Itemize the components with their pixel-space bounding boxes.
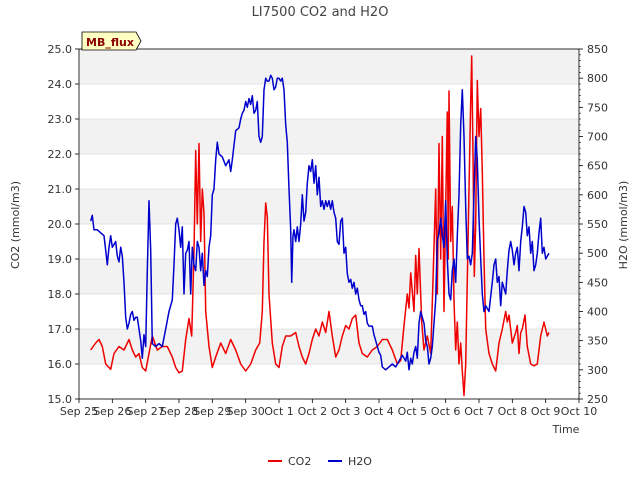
x-tick-label: Sep 30	[227, 405, 265, 418]
background-band	[79, 119, 579, 154]
series-line-co2	[90, 55, 550, 397]
right-tick-label: 800	[587, 72, 608, 85]
legend: CO2 H2O	[268, 455, 372, 468]
badge-label: MB_flux	[86, 36, 134, 49]
right-tick-label: 350	[587, 335, 608, 348]
left-tick-label: 23.0	[48, 113, 73, 126]
x-tick-label: Sep 29	[193, 405, 231, 418]
right-tick-label: 300	[587, 364, 608, 377]
left-tick-label: 20.0	[48, 218, 73, 231]
left-axis-ticks: 15.0 16.0 17.0 18.0 19.0 20.0 21.0 22.0 23.0 24.0…	[48, 43, 79, 406]
x-axis-label: Time	[552, 423, 580, 436]
background-band	[79, 189, 579, 224]
x-tick-label: Oct 1	[264, 405, 294, 418]
left-tick-label: 22.0	[48, 148, 73, 161]
left-tick-label: 21.0	[48, 183, 73, 196]
x-tick-label: Sep 26	[93, 405, 131, 418]
right-tick-label: 450	[587, 276, 608, 289]
x-tick-label: Sep 25	[60, 405, 98, 418]
y-axis-right-label: H2O (mmol/m3)	[617, 181, 630, 270]
badge-shape	[81, 31, 142, 51]
legend-label-h2o: H2O	[348, 455, 372, 468]
left-tick-label: 16.0	[48, 358, 73, 371]
x-tick-label: Oct 3	[331, 405, 361, 418]
x-tick-label: Oct 4	[364, 405, 394, 418]
x-tick-label: Oct 7	[464, 405, 494, 418]
background-band	[79, 329, 579, 364]
left-tick-label: 24.0	[48, 78, 73, 91]
chart-title: LI7500 CO2 and H2O	[252, 5, 389, 20]
right-tick-label: 700	[587, 131, 608, 144]
gridlines	[79, 48, 579, 400]
x-tick-label: Oct 10	[561, 405, 598, 418]
right-tick-label: 850	[587, 43, 608, 56]
right-tick-label: 250	[587, 393, 608, 406]
left-tick-label: 15.0	[48, 393, 73, 406]
x-tick-label: Sep 28	[160, 405, 198, 418]
right-tick-label: 650	[587, 160, 608, 173]
left-tick-label: 17.0	[48, 323, 73, 336]
series-lines	[89, 55, 550, 397]
right-tick-label: 550	[587, 218, 608, 231]
y-axis-left-label: CO2 (mmol/m3)	[9, 181, 22, 269]
left-tick-label: 18.0	[48, 288, 73, 301]
x-tick-label: Oct 2	[298, 405, 328, 418]
right-tick-label: 750	[587, 101, 608, 114]
x-tick-label: Sep 27	[127, 405, 165, 418]
mb-flux-badge: MB_flux	[81, 31, 142, 51]
legend-label-co2: CO2	[288, 455, 311, 468]
left-tick-label: 19.0	[48, 253, 73, 266]
right-tick-label: 400	[587, 306, 608, 319]
left-tick-label: 25.0	[48, 43, 73, 56]
background-band	[79, 49, 579, 84]
right-tick-label: 600	[587, 189, 608, 202]
series-line-h2o	[89, 74, 550, 371]
x-tick-label: Oct 5	[398, 405, 428, 418]
x-tick-label: Oct 9	[531, 405, 561, 418]
right-axis-ticks: 250 300 350 400 450 500 550 600 650 700 750 800 850	[579, 43, 608, 406]
right-tick-label: 500	[587, 247, 608, 260]
x-tick-label: Oct 6	[431, 405, 461, 418]
x-tick-label: Oct 8	[498, 405, 528, 418]
